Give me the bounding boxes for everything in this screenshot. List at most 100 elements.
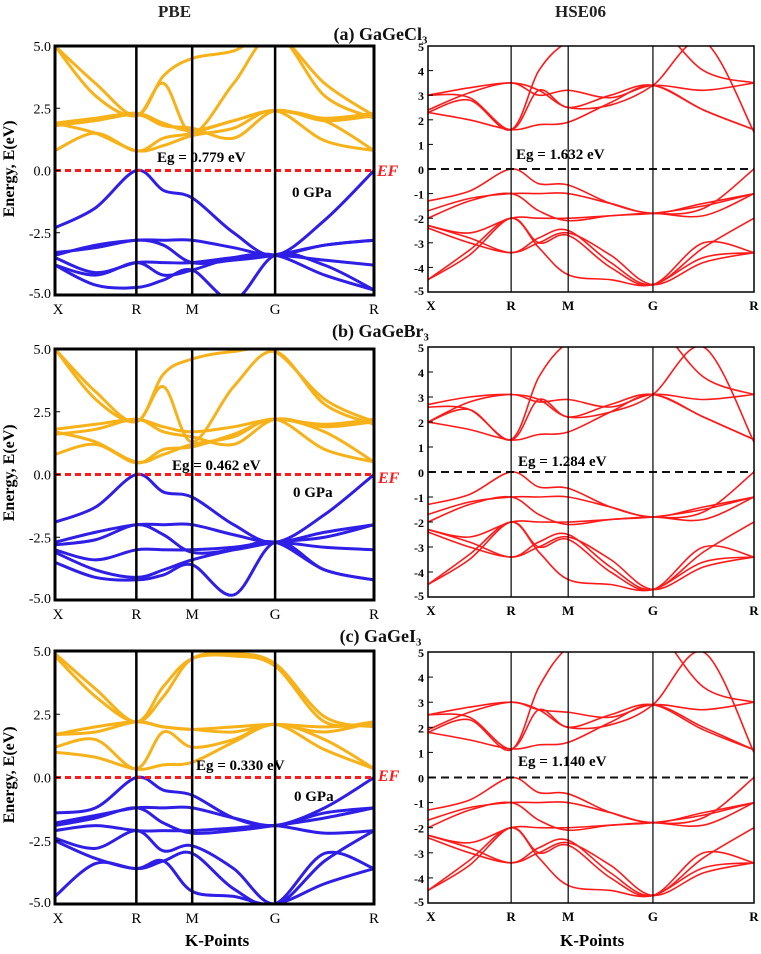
pressure-label: 0 GPa [293,485,333,501]
y-tick-label: -5 [414,895,424,909]
k-tick-label-X: X [426,603,436,618]
k-tick-label-G: G [270,302,281,318]
y-tick-label: 0.0 [34,165,52,180]
y-tick-label: -2 [414,822,424,836]
y-tick-label: -3 [414,541,424,555]
y-tick-label: -2 [414,212,424,226]
conduction-band-5 [428,46,754,131]
valence-band-2 [428,801,754,824]
k-tick-label-R: R [131,302,141,318]
valence-band-6 [428,826,754,898]
subtitle-b: (b) GaGeBr₃ [332,321,429,341]
y-tick-label: 2 [418,114,424,128]
k-tick-label-R: R [506,909,516,924]
band-gap-label: Eg = 1.140 eV [518,754,607,770]
k-tick-label-R: R [131,607,141,623]
y-tick-label: 5.0 [34,645,52,660]
k-tick-label-G: G [648,909,658,924]
pressure-label: 0 GPa [294,789,334,805]
k-tick-label-M: M [185,607,198,623]
conduction-band-4 [428,347,754,443]
y-tick-label: 3 [418,391,424,405]
k-tick-label-G: G [270,911,281,927]
k-tick-label-R: R [749,298,759,313]
band-gap-label: Eg = 1.632 eV [516,147,605,163]
y-tick-label: -4 [414,566,424,580]
y-tick-label: -2.5 [29,835,51,850]
y-tick-label: 2 [418,721,424,735]
y-tick-label: -4 [414,872,424,886]
y-tick-label: 1 [418,138,424,152]
k-tick-label-R: R [369,302,379,318]
fermi-level-label: EF [377,470,400,487]
k-tick-label-G: G [270,607,281,623]
valence-band-1 [428,776,754,825]
y-tick-label: 3 [418,696,424,710]
y-tick-label: 1 [418,746,424,760]
y-tick-label: 5 [418,341,424,355]
conduction-band-5 [428,652,754,752]
y-tick-label: -3 [414,847,424,861]
k-tick-label-M: M [562,909,574,924]
k-tick-label-R: R [369,607,379,623]
y-tick-label: -2 [414,516,424,530]
y-tick-label: 4 [418,65,424,79]
fermi-level-label: EF [377,768,400,785]
y-tick-label: 4 [418,671,424,685]
y-tick-label: 2.5 [34,406,52,421]
k-tick-label-X: X [426,298,436,313]
y-tick-label: 5 [418,646,424,660]
y-tick-label: 0 [418,163,424,177]
k-tick-label-G: G [648,603,658,618]
k-tick-label-R: R [749,603,759,618]
k-tick-label-G: G [648,298,658,313]
y-tick-label: -5.0 [29,896,51,911]
k-tick-label-M: M [185,302,198,318]
y-tick-label: 0.0 [34,469,52,484]
y-tick-label: -2.5 [29,531,51,546]
k-tick-label-X: X [53,302,64,318]
k-tick-label-M: M [562,298,574,313]
k-tick-label-X: X [53,911,64,927]
y-tick-label: 2.5 [34,708,52,723]
k-tick-label-M: M [185,911,198,927]
k-tick-label-R: R [131,911,141,927]
conduction-band-5 [428,347,754,441]
conduction-band-4 [428,652,754,753]
y-tick-label: -1 [414,797,424,811]
k-tick-label-R: R [369,911,379,927]
y-tick-label: -5.0 [29,287,51,302]
k-tick-label-X: X [53,607,64,623]
y-tick-label: 2 [418,416,424,430]
y-tick-label: 5.0 [34,343,52,358]
band-gap-label: Eg = 0.330 eV [196,758,285,774]
band-gap-label: Eg = 1.284 eV [518,454,607,470]
y-tick-label: 2.5 [34,102,52,117]
pressure-label: 0 GPa [292,185,332,201]
y-tick-label: -1 [414,188,424,202]
y-tick-label: -5.0 [29,592,51,607]
y-tick-label: -1 [414,491,424,505]
fermi-level-label: EF [376,163,399,180]
header-pbe: PBE [158,2,192,21]
y-tick-label: -2.5 [29,227,51,242]
conduction-band-4 [428,46,754,133]
x-axis-label-pbe: K-Points [185,931,250,950]
y-tick-label: -5 [414,284,424,298]
conduction-band-1 [428,703,754,751]
y-tick-label: -5 [414,589,424,603]
y-tick-label: -4 [414,261,424,275]
y-tick-label: 5.0 [34,40,52,55]
k-tick-label-R: R [506,603,516,618]
x-axis-label-hse: K-Points [560,931,625,950]
header-hse06: HSE06 [555,2,607,21]
y-tick-label: 0 [418,772,424,786]
band-gap-label: Eg = 0.779 eV [157,150,246,166]
k-tick-label-X: X [426,909,436,924]
band-gap-label: Eg = 0.462 eV [172,458,261,474]
